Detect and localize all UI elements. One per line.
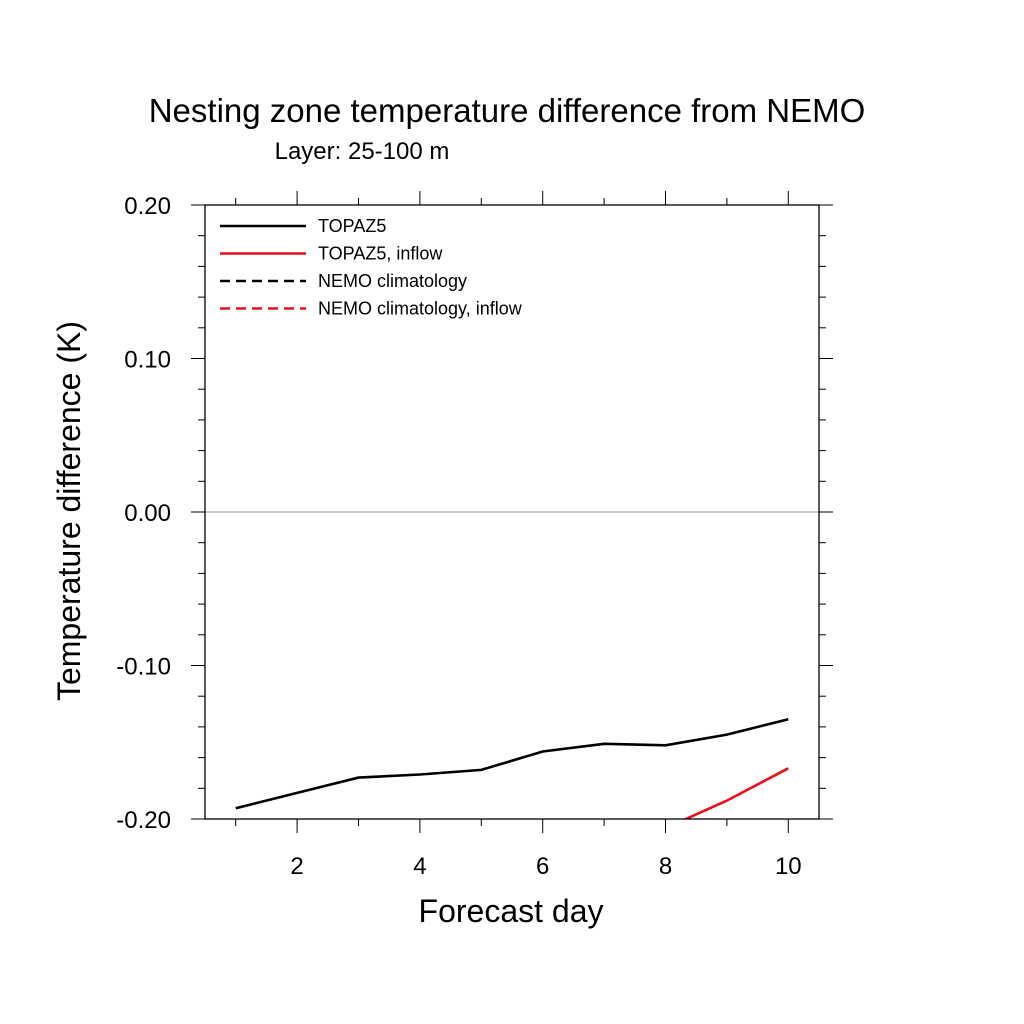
legend-label-2: TOPAZ5, inflow	[318, 244, 443, 264]
y-tick-label: 0.20	[124, 193, 171, 220]
x-tick-label: 10	[775, 853, 802, 880]
chart-title: Nesting zone temperature difference from…	[149, 92, 866, 129]
y-tick-label: 0.00	[124, 500, 171, 527]
y-tick-label: -0.10	[116, 654, 171, 681]
series-line-2	[682, 767, 789, 819]
legend-label-3: NEMO climatology	[318, 271, 467, 291]
x-tick-label: 6	[536, 853, 549, 880]
chart-subtitle: Layer: 25-100 m	[275, 138, 450, 165]
x-tick-label: 8	[659, 853, 672, 880]
tick-labels-layer: 2 4 6 8 10 -0.20 -0.10 0.00 0.10 0.20	[116, 193, 801, 880]
legend-label-4: NEMO climatology, inflow	[318, 299, 523, 319]
x-tick-label: 2	[290, 853, 303, 880]
series-line-1	[235, 717, 789, 810]
y-tick-label: 0.10	[124, 347, 171, 374]
series-layer	[235, 717, 789, 819]
x-tick-label: 4	[413, 853, 426, 880]
plot-frame	[204, 204, 820, 820]
tick-marks-layer	[191, 191, 833, 833]
x-axis-label: Forecast day	[419, 893, 604, 929]
legend-label-1: TOPAZ5	[318, 216, 386, 236]
y-tick-label: -0.20	[116, 807, 171, 834]
y-axis-label: Temperature difference (K)	[51, 321, 87, 701]
legend: TOPAZ5 TOPAZ5, inflow NEMO climatology NEMO…	[220, 216, 523, 319]
